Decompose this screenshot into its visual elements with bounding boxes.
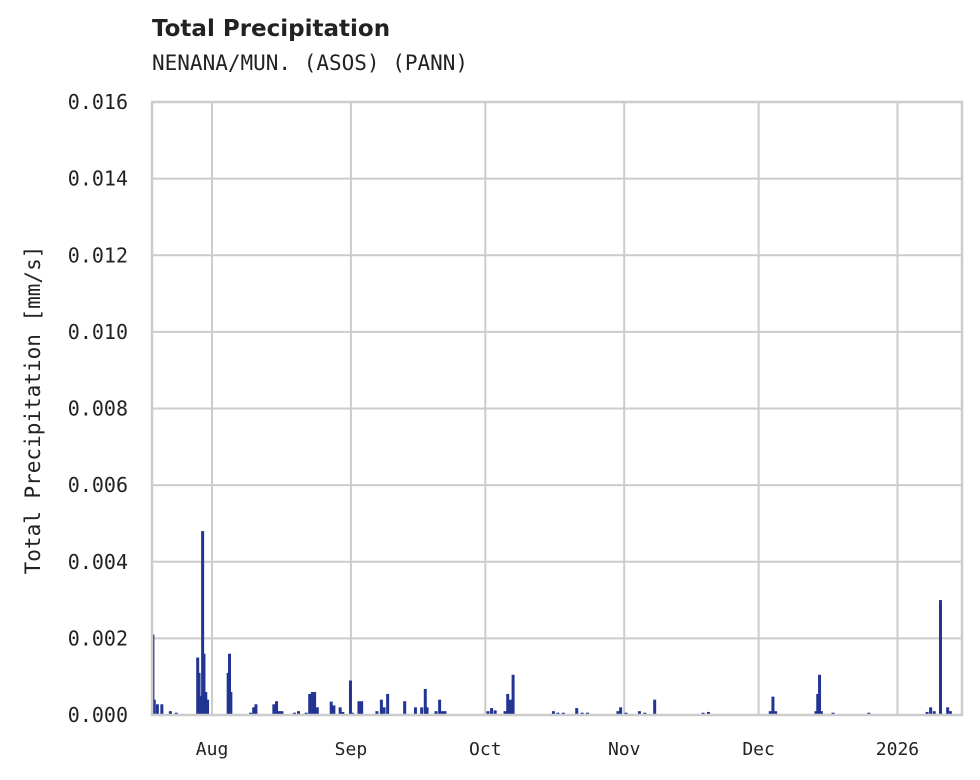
precip-bar — [932, 711, 936, 715]
precip-bar — [508, 699, 512, 715]
precip-bar — [296, 711, 300, 715]
precip-bar — [486, 711, 490, 715]
precip-bar — [506, 693, 510, 715]
precip-bar — [229, 692, 233, 715]
precip-bar — [357, 701, 361, 715]
precip-bar — [619, 707, 623, 715]
precip-bar — [434, 711, 438, 715]
precip-bar — [490, 708, 494, 715]
precip-bar — [925, 711, 929, 715]
precip-bar — [443, 711, 447, 715]
y-tick-label: 0.012 — [68, 243, 128, 267]
precip-bar — [332, 705, 336, 715]
y-tick-label: 0.000 — [68, 703, 128, 727]
precip-bar — [228, 653, 232, 715]
x-axis-ticks: Aug Sep Oct Nov Dec 2026 — [196, 739, 919, 760]
gridlines — [152, 101, 962, 716]
precip-bar — [653, 699, 657, 715]
precip-bar — [152, 699, 156, 715]
x-tick-label: Nov — [608, 739, 641, 760]
precip-bar — [438, 699, 442, 715]
y-tick-label: 0.010 — [68, 320, 128, 344]
precip-bar — [360, 701, 364, 715]
precipitation-bars — [151, 531, 952, 715]
precip-bar — [938, 600, 942, 715]
precip-bar — [272, 704, 276, 715]
precip-bar — [155, 704, 159, 715]
precip-bar — [329, 701, 333, 715]
x-tick-label: Sep — [335, 739, 368, 760]
precip-bar — [315, 707, 319, 715]
chart-subtitle: NENANA/MUN. (ASOS) (PANN) — [152, 51, 469, 75]
x-tick-label: Aug — [196, 739, 229, 760]
precip-bar — [616, 711, 620, 715]
precip-bar — [280, 711, 284, 715]
precip-bar — [551, 711, 555, 715]
precip-bar — [948, 711, 952, 715]
chart-title: Total Precipitation — [152, 16, 391, 42]
precip-bar — [204, 692, 208, 715]
precip-bar — [379, 699, 383, 715]
precip-bar — [816, 693, 820, 715]
precip-bar — [310, 692, 314, 715]
precip-bar — [929, 707, 933, 715]
y-tick-label: 0.008 — [68, 397, 128, 421]
precip-bar — [375, 711, 379, 715]
precip-bar — [201, 531, 205, 715]
precip-bar — [277, 711, 281, 715]
y-tick-label: 0.014 — [68, 167, 128, 191]
precip-bar — [348, 680, 352, 715]
precip-bar — [771, 696, 775, 715]
precip-bar — [197, 672, 201, 715]
y-tick-label: 0.004 — [68, 550, 128, 574]
precip-bar — [774, 711, 778, 715]
x-tick-label: Dec — [742, 739, 775, 760]
precip-bar — [511, 674, 515, 715]
precip-bar — [198, 695, 202, 715]
y-axis-ticks: 0.000 0.002 0.004 0.006 0.008 0.010 0.012 0.014… — [68, 90, 128, 727]
precip-bar — [819, 711, 823, 715]
precip-bar — [308, 693, 312, 715]
precip-bar — [206, 699, 210, 715]
precip-bar — [575, 708, 579, 715]
precip-bar — [425, 707, 429, 715]
precip-bar — [503, 711, 507, 715]
precip-bar — [420, 707, 424, 715]
precip-bar — [275, 701, 279, 715]
precip-bar — [814, 711, 818, 715]
x-tick-label: 2026 — [876, 739, 919, 760]
precip-bar — [423, 688, 427, 715]
precip-bar — [202, 653, 206, 715]
precip-bar — [493, 710, 497, 715]
precip-bar — [338, 707, 342, 715]
precip-bar — [706, 711, 710, 715]
precip-bar — [413, 707, 417, 715]
precip-bar — [403, 701, 407, 715]
precip-bar — [168, 711, 172, 715]
precip-bar — [768, 711, 772, 715]
precip-bar — [440, 711, 444, 715]
precip-bar — [637, 711, 641, 715]
x-tick-label: Oct — [469, 739, 502, 760]
precip-bar — [382, 707, 386, 715]
y-tick-label: 0.006 — [68, 473, 128, 497]
precip-bar — [160, 704, 164, 715]
precip-bar — [386, 693, 390, 715]
precip-bar — [818, 674, 822, 715]
precip-bar — [254, 704, 258, 715]
precip-bar — [341, 711, 345, 715]
precip-bar — [313, 692, 317, 715]
y-tick-label: 0.016 — [68, 90, 128, 114]
y-axis-label: Total Precipitation [mm/s] — [21, 246, 45, 575]
plot-frame — [150, 100, 964, 717]
precip-bar — [946, 707, 950, 715]
y-tick-label: 0.002 — [68, 626, 128, 650]
precip-bar — [252, 707, 256, 715]
